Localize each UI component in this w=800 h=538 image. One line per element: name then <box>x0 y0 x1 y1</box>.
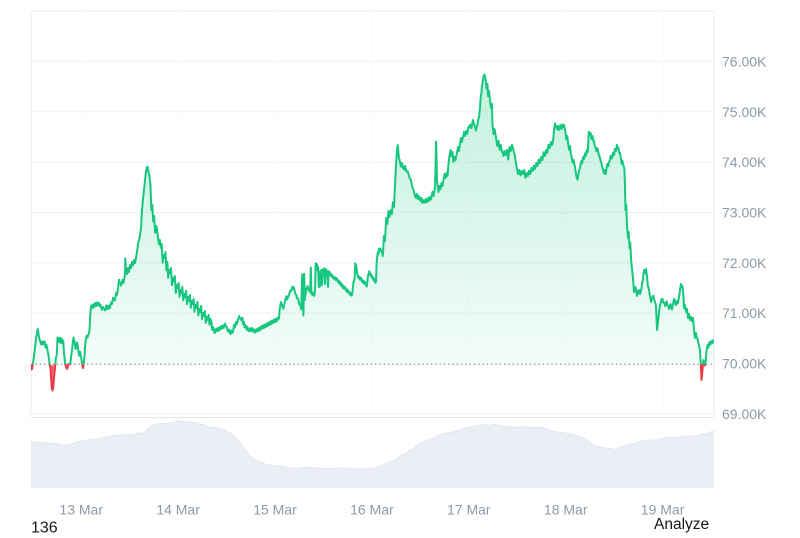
svg-text:70.00K: 70.00K <box>722 356 767 372</box>
svg-text:69.00K: 69.00K <box>722 406 767 422</box>
svg-text:Analyze: Analyze <box>654 516 709 533</box>
svg-text:13 Mar: 13 Mar <box>59 502 103 518</box>
svg-text:16 Mar: 16 Mar <box>350 502 394 518</box>
svg-text:14 Mar: 14 Mar <box>156 502 200 518</box>
svg-text:71.00K: 71.00K <box>722 305 767 321</box>
svg-text:72.00K: 72.00K <box>722 255 767 271</box>
svg-text:76.00K: 76.00K <box>722 53 767 69</box>
svg-text:73.00K: 73.00K <box>722 205 767 221</box>
svg-text:75.00K: 75.00K <box>722 104 767 120</box>
svg-text:19 Mar: 19 Mar <box>641 502 685 518</box>
svg-text:15 Mar: 15 Mar <box>253 502 297 518</box>
svg-text:18 Mar: 18 Mar <box>544 502 588 518</box>
svg-text:17 Mar: 17 Mar <box>447 502 491 518</box>
svg-text:136: 136 <box>31 520 58 534</box>
svg-text:74.00K: 74.00K <box>722 154 767 170</box>
